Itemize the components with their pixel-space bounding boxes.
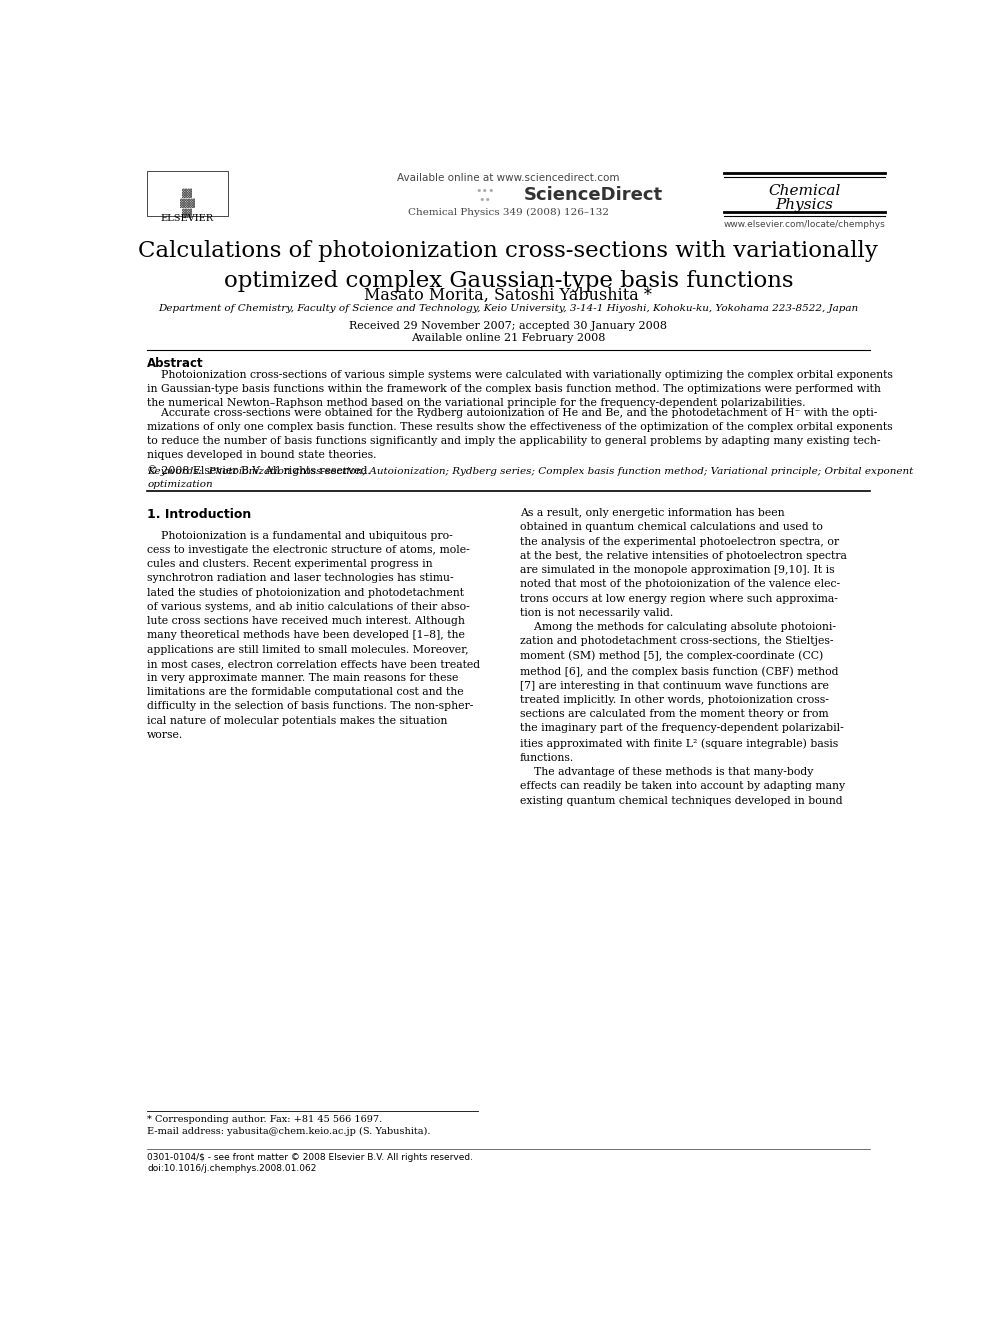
Text: Masato Morita, Satoshi Yabushita *: Masato Morita, Satoshi Yabushita * bbox=[364, 287, 653, 304]
Text: Keywords:  Photoionization cross-section; Autoionization; Rydberg series; Comple: Keywords: Photoionization cross-section;… bbox=[147, 467, 914, 488]
Text: ScienceDirect: ScienceDirect bbox=[524, 187, 663, 204]
Text: Calculations of photoionization cross-sections with variationally
optimized comp: Calculations of photoionization cross-se… bbox=[139, 241, 878, 292]
Text: * Corresponding author. Fax: +81 45 566 1697.: * Corresponding author. Fax: +81 45 566 … bbox=[147, 1115, 382, 1125]
Text: Received 29 November 2007; accepted 30 January 2008: Received 29 November 2007; accepted 30 J… bbox=[349, 320, 668, 331]
Text: Accurate cross-sections were obtained for the Rydberg autoionization of He and B: Accurate cross-sections were obtained fo… bbox=[147, 409, 893, 475]
Text: ELSEVIER: ELSEVIER bbox=[161, 214, 214, 222]
Text: Chemical: Chemical bbox=[768, 184, 840, 198]
Text: Physics: Physics bbox=[776, 198, 833, 213]
Text: 1. Introduction: 1. Introduction bbox=[147, 508, 251, 521]
Text: Available online 21 February 2008: Available online 21 February 2008 bbox=[412, 333, 605, 343]
Text: E-mail address: yabusita@chem.keio.ac.jp (S. Yabushita).: E-mail address: yabusita@chem.keio.ac.jp… bbox=[147, 1127, 431, 1135]
Text: •••
••: ••• •• bbox=[475, 187, 495, 205]
Text: Department of Chemistry, Faculty of Science and Technology, Keio University, 3-1: Department of Chemistry, Faculty of Scie… bbox=[159, 304, 858, 314]
Text: 0301-0104/$ - see front matter © 2008 Elsevier B.V. All rights reserved.: 0301-0104/$ - see front matter © 2008 El… bbox=[147, 1154, 473, 1162]
Text: Available online at www.sciencedirect.com: Available online at www.sciencedirect.co… bbox=[397, 173, 620, 183]
Text: Photoionization cross-sections of various simple systems were calculated with va: Photoionization cross-sections of variou… bbox=[147, 369, 893, 407]
Text: ▓▓
▓▓▓
▓▓: ▓▓ ▓▓▓ ▓▓ bbox=[180, 188, 194, 218]
Text: Chemical Physics 349 (2008) 126–132: Chemical Physics 349 (2008) 126–132 bbox=[408, 208, 609, 217]
Text: Abstract: Abstract bbox=[147, 357, 203, 370]
Text: www.elsevier.com/locate/chemphys: www.elsevier.com/locate/chemphys bbox=[723, 220, 885, 229]
Text: Photoionization is a fundamental and ubiquitous pro-
cess to investigate the ele: Photoionization is a fundamental and ubi… bbox=[147, 531, 480, 740]
Text: doi:10.1016/j.chemphys.2008.01.062: doi:10.1016/j.chemphys.2008.01.062 bbox=[147, 1164, 316, 1174]
Text: As a result, only energetic information has been
obtained in quantum chemical ca: As a result, only energetic information … bbox=[520, 508, 847, 806]
